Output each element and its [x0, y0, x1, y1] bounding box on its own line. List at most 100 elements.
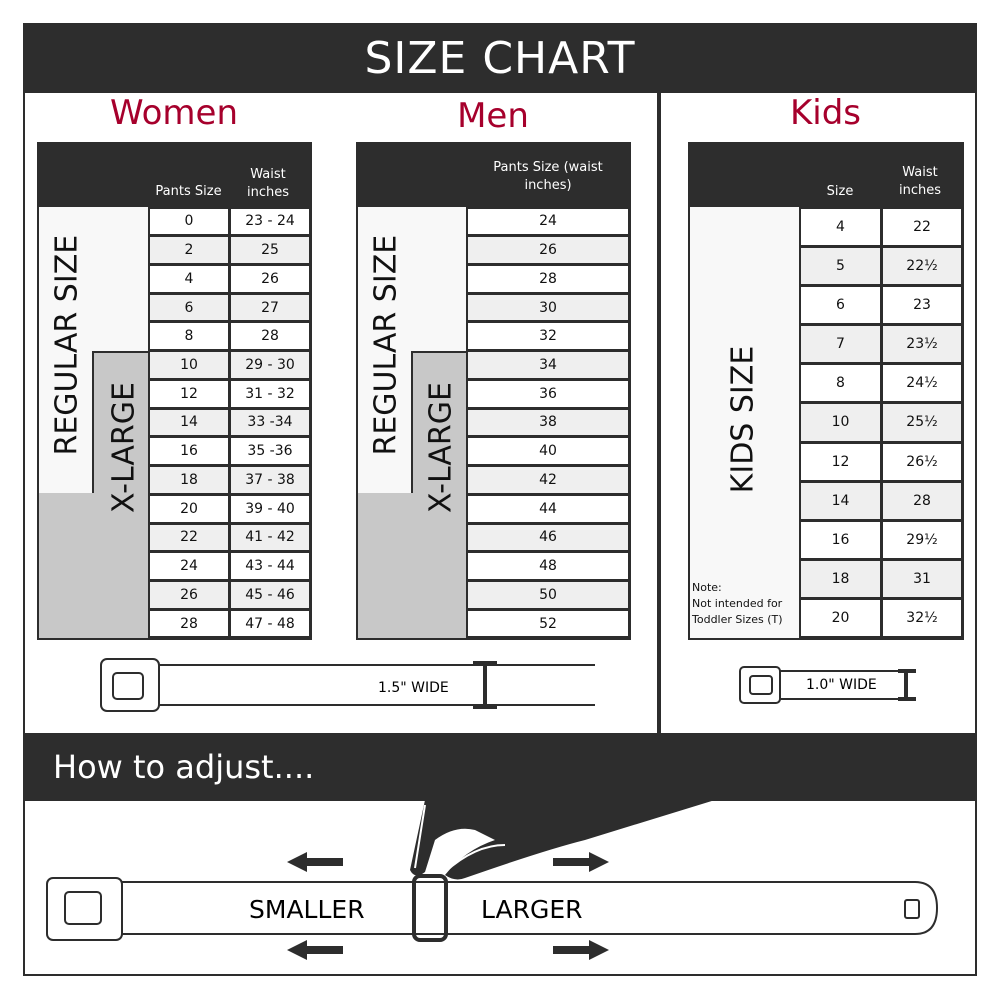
arrow-right-icon — [553, 852, 609, 960]
women-xlarge-region-upper — [92, 351, 148, 493]
women-pants-size-cell: 4 — [150, 265, 228, 292]
women-pants-size-cell: 26 — [150, 582, 228, 608]
men-pants-size-cell: 42 — [468, 467, 628, 493]
women-pants-size-cell: 24 — [150, 553, 228, 580]
adjust-belt-illustration — [46, 800, 939, 960]
men-pants-size-cell: 48 — [468, 553, 628, 580]
kids-table-header: Size Waist inches — [688, 142, 964, 205]
kids-waist-cell: 24½ — [883, 365, 961, 402]
kids-waist-cell: 22½ — [883, 247, 961, 284]
kids-waist-cell: 25½ — [883, 404, 961, 441]
men-pants-size-cell: 26 — [468, 237, 628, 263]
women-waist-cell: 35 -36 — [231, 438, 309, 465]
belt-1-0-illustration — [739, 666, 916, 704]
women-table-header: Pants Size Waist inches — [37, 142, 312, 205]
kids-waist-cell: 32½ — [883, 600, 961, 637]
kids-size-cell: 12 — [801, 443, 880, 480]
kids-size-cell: 20 — [801, 600, 880, 637]
women-waist-cell: 26 — [231, 265, 309, 292]
slider-loop-icon — [412, 874, 448, 942]
kids-waist-cell: 23 — [883, 286, 961, 324]
belt-1-5-illustration — [100, 658, 595, 712]
kids-size-cell: 7 — [801, 326, 880, 363]
men-xlarge-region-upper — [411, 351, 466, 493]
women-xlarge-region-lower — [39, 493, 148, 638]
men-pants-size-cell: 24 — [468, 208, 628, 235]
women-waist-cell: 39 - 40 — [231, 495, 309, 522]
kids-waist-cell: 23½ — [883, 326, 961, 363]
kids-waist-cell: 22 — [883, 208, 961, 245]
kids-title: Kids — [789, 93, 862, 133]
kids-note-title: Note: — [692, 581, 722, 594]
kids-size-cell: 4 — [801, 208, 880, 245]
men-pants-size-cell: 38 — [468, 409, 628, 436]
kids-size-region — [690, 207, 799, 638]
adjust-title: How to adjust.... — [23, 733, 977, 801]
men-xlarge-label: X-LARGE — [423, 382, 459, 513]
women-regular-label: REGULAR SIZE — [49, 234, 85, 456]
women-table: Pants Size Waist inches REGULAR SIZE X-L… — [37, 142, 312, 640]
women-waist-cell: 28 — [231, 323, 309, 350]
women-waist-cell: 33 -34 — [231, 409, 309, 436]
kids-size-cell: 10 — [801, 404, 880, 441]
kids-waist-cell: 26½ — [883, 443, 961, 480]
women-pants-size-cell: 28 — [150, 610, 228, 637]
women-pants-size-cell: 12 — [150, 380, 228, 407]
men-col-pants: Pants Size (waist inches) — [493, 160, 603, 193]
women-waist-cell: 41 - 42 — [231, 524, 309, 551]
kids-size-cell: 8 — [801, 365, 880, 402]
women-waist-cell: 23 - 24 — [231, 208, 309, 235]
kids-table: Size Waist inches KIDS SIZE Note: Not in… — [688, 142, 964, 640]
men-pants-size-cell: 32 — [468, 323, 628, 350]
kids-size-cell: 18 — [801, 561, 880, 598]
women-waist-cell: 27 — [231, 294, 309, 321]
women-pants-size-cell: 18 — [150, 467, 228, 493]
hand-icon — [410, 800, 715, 880]
women-waist-cell: 25 — [231, 237, 309, 263]
women-waist-cell: 37 - 38 — [231, 467, 309, 493]
kids-waist-cell: 29½ — [883, 521, 961, 559]
women-xlarge-label: X-LARGE — [106, 382, 142, 513]
kids-note-text: Not intended for Toddler Sizes (T) — [692, 596, 783, 626]
kids-col-waist: Waist inches — [898, 165, 941, 198]
women-pants-size-cell: 20 — [150, 495, 228, 522]
kids-waist-cell: 31 — [883, 561, 961, 598]
women-pants-size-cell: 2 — [150, 237, 228, 263]
men-table: Pants Size (waist inches) REGULAR SIZE X… — [356, 142, 631, 640]
women-waist-cell: 43 - 44 — [231, 553, 309, 580]
kids-note: Note: Not intended for Toddler Sizes (T) — [692, 580, 798, 628]
women-waist-cell: 45 - 46 — [231, 582, 309, 608]
women-pants-size-cell: 0 — [150, 208, 228, 235]
men-xlarge-region-lower — [358, 493, 466, 638]
men-pants-size-cell: 30 — [468, 294, 628, 321]
kids-size-cell: 5 — [801, 247, 880, 284]
men-pants-size-cell: 52 — [468, 610, 628, 637]
belt-1-5-label: 1.5" WIDE — [378, 680, 449, 696]
women-pants-size-cell: 16 — [150, 438, 228, 465]
men-title: Men — [457, 96, 529, 136]
kids-size-label: KIDS SIZE — [725, 345, 761, 494]
women-col-pants: Pants Size — [155, 184, 222, 199]
men-pants-size-cell: 50 — [468, 582, 628, 608]
men-pants-size-cell: 46 — [468, 524, 628, 551]
men-regular-label: REGULAR SIZE — [368, 234, 404, 456]
women-pants-size-cell: 6 — [150, 294, 228, 321]
larger-label: LARGER — [481, 895, 583, 924]
divider — [657, 93, 661, 733]
smaller-label: SMALLER — [249, 895, 365, 924]
arrow-left-icon — [287, 852, 343, 960]
kids-col-size: Size — [826, 184, 854, 199]
men-pants-size-cell: 36 — [468, 380, 628, 407]
women-pants-size-cell: 10 — [150, 352, 228, 378]
men-pants-size-cell: 44 — [468, 495, 628, 522]
women-pants-size-cell: 14 — [150, 409, 228, 436]
women-col-waist: Waist inches — [246, 167, 289, 200]
women-waist-cell: 29 - 30 — [231, 352, 309, 378]
men-pants-size-cell: 28 — [468, 265, 628, 292]
belt-1-0-label: 1.0" WIDE — [806, 677, 877, 693]
page-title: SIZE CHART — [23, 23, 977, 93]
women-waist-cell: 47 - 48 — [231, 610, 309, 637]
women-pants-size-cell: 8 — [150, 323, 228, 350]
men-pants-size-cell: 40 — [468, 438, 628, 465]
women-pants-size-cell: 22 — [150, 524, 228, 551]
